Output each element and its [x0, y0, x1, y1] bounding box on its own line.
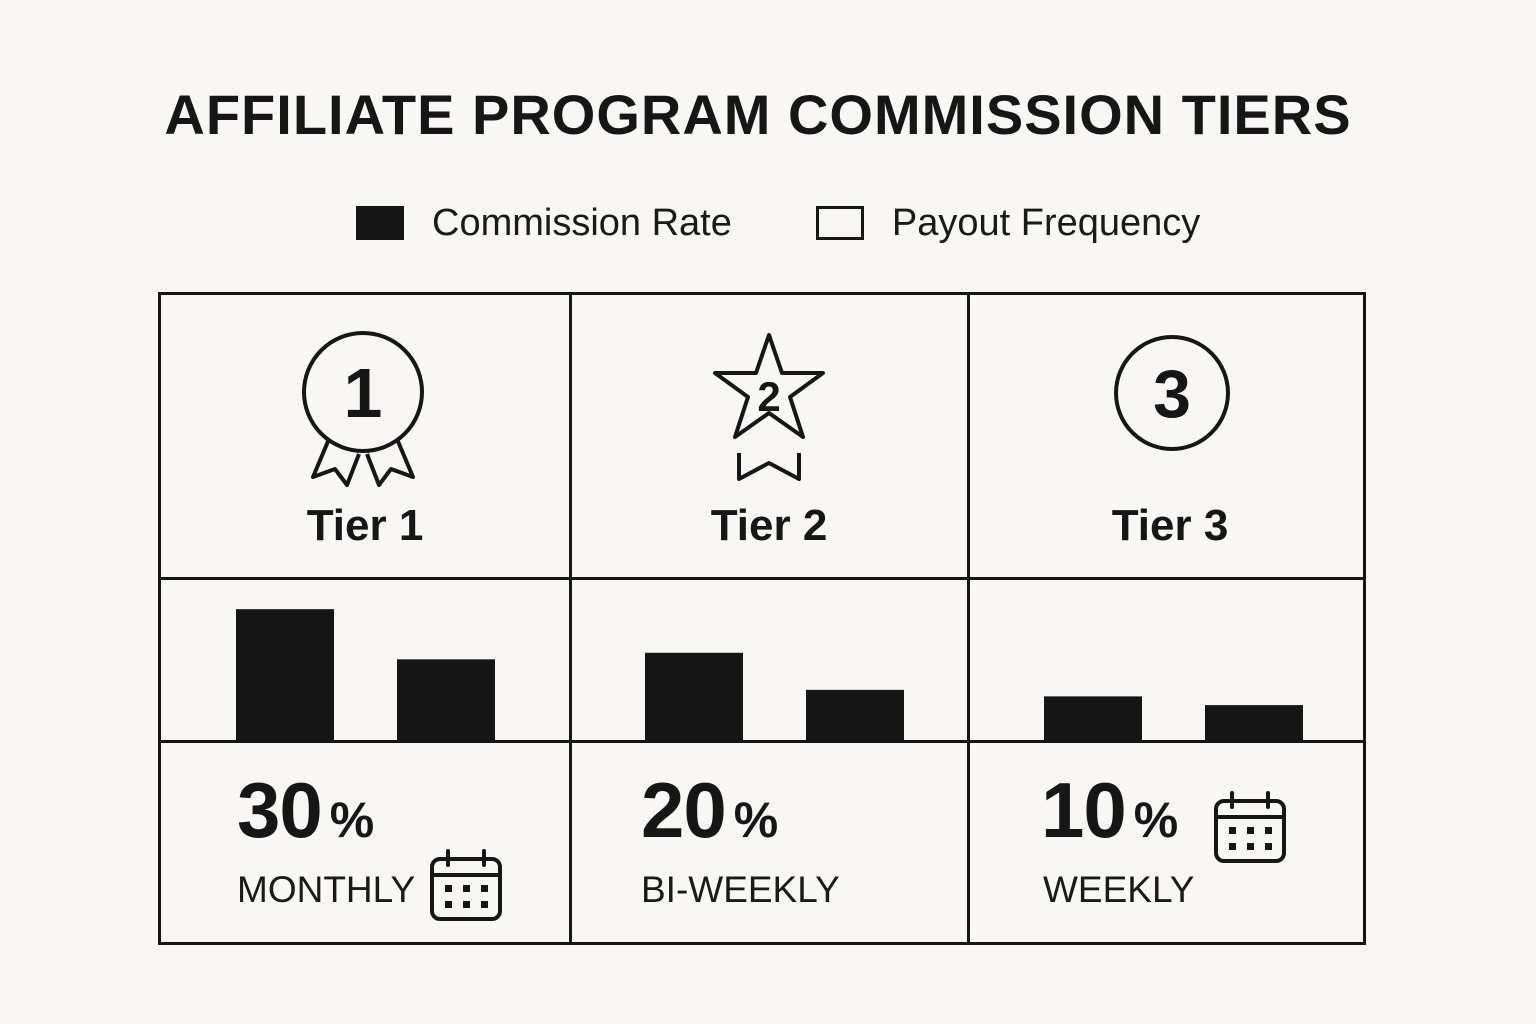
circle-badge-icon: 3 [1112, 333, 1232, 453]
payout-frequency-value: WEEKLY [1043, 869, 1195, 910]
tier-badge-number: 3 [1153, 356, 1191, 432]
payout-frequency-value: MONTHLY [237, 869, 416, 910]
award-ribbon-icon: 1 [299, 327, 429, 489]
tier-label: Tier 1 [306, 501, 424, 550]
star-ribbon-icon: 2 [709, 331, 829, 486]
tier-badge-number: 2 [757, 373, 780, 420]
bar-payout-frequency-tier-1 [397, 659, 495, 740]
bar-commission-rate-tier-2 [645, 652, 743, 740]
row-divider [161, 577, 1363, 580]
tier-badge-number: 1 [344, 354, 383, 432]
tier-label: Tier 3 [1111, 501, 1229, 550]
tier-label: Tier 2 [710, 501, 828, 550]
row-divider [161, 740, 1363, 743]
legend-label-payout-frequency: Payout Frequency [891, 201, 1201, 244]
legend-label-commission-rate: Commission Rate [432, 201, 732, 244]
bar-commission-rate-tier-1 [236, 609, 334, 740]
column-divider [967, 295, 970, 942]
rate-number: 10 [1041, 766, 1127, 854]
rate-unit: % [329, 792, 374, 848]
chart-title: AFFILIATE PROGRAM COMMISSION TIERS [164, 83, 1352, 146]
rate-unit: % [1133, 792, 1178, 848]
bar-payout-frequency-tier-2 [806, 689, 904, 740]
commission-rate-value: 20% [641, 765, 778, 856]
commission-rate-value: 30% [237, 765, 374, 856]
column-divider [569, 295, 572, 942]
tier-grid: 1 Tier 1 2 Tier 2 3 Tier 3 30% MONTHLY [158, 292, 1366, 945]
commission-rate-value: 10% [1041, 765, 1178, 856]
payout-frequency-value: BI-WEEKLY [641, 869, 840, 910]
commission-bar-chart [236, 609, 1303, 740]
calendar-icon [1213, 791, 1289, 870]
bar-commission-rate-tier-3 [1044, 696, 1142, 740]
rate-number: 30 [237, 766, 323, 854]
legend-swatch-commission-rate [356, 206, 404, 240]
legend-swatch-payout-frequency [815, 206, 864, 240]
rate-unit: % [733, 792, 778, 848]
legend: Commission Rate Payout Frequency [356, 200, 1200, 246]
bar-payout-frequency-tier-3 [1205, 705, 1303, 740]
rate-number: 20 [641, 766, 727, 854]
calendar-icon [429, 849, 505, 928]
